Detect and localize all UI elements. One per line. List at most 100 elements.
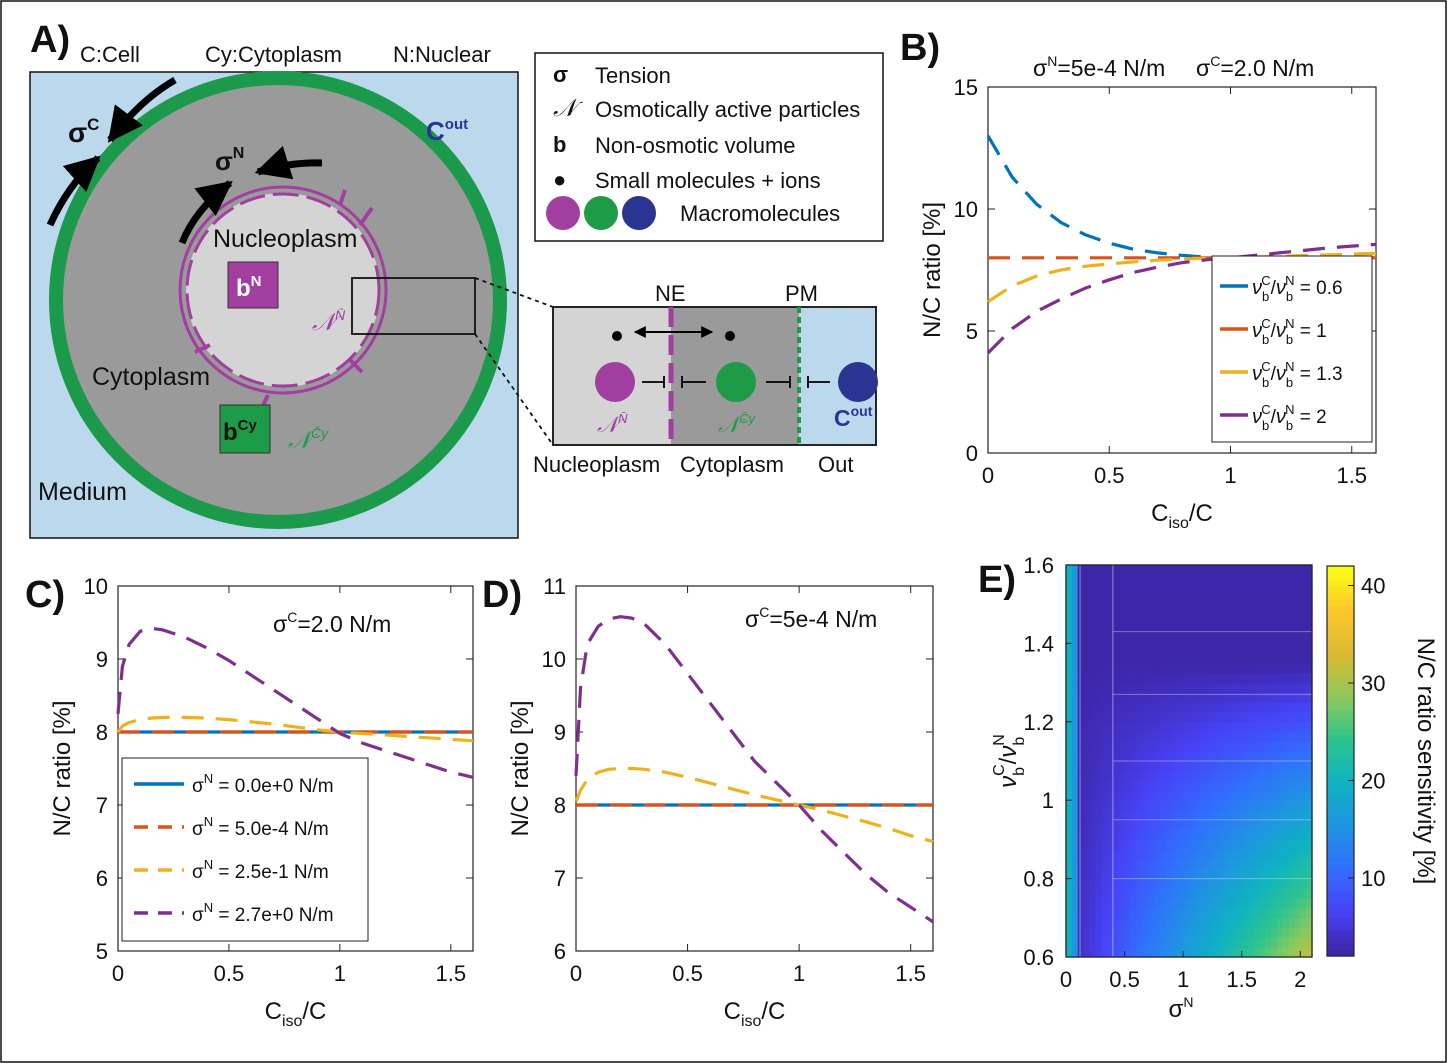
heatmap-cell [1136, 623, 1143, 635]
heatmap-cell [1071, 908, 1079, 919]
heatmap-cell [1130, 868, 1137, 880]
heatmap-cell [1241, 839, 1249, 850]
heatmap-cell [1276, 702, 1284, 713]
heatmap-cell [1165, 761, 1173, 772]
heatmap-cell [1194, 888, 1202, 899]
heatmap-cell [1206, 614, 1214, 625]
heatmap-cell [1282, 888, 1290, 899]
heatmap-cell [1189, 917, 1196, 929]
heatmap-cell [1112, 741, 1120, 752]
heatmap-cell [1206, 712, 1214, 723]
x-tick-label: 2 [1294, 967, 1306, 992]
heatmap-cell [1306, 761, 1312, 772]
heatmap-cell [1259, 731, 1266, 742]
heatmap-cell [1265, 594, 1272, 605]
heatmap-cell [1218, 908, 1225, 919]
heatmap-cell [1095, 614, 1102, 625]
heatmap-cell [1194, 604, 1202, 615]
heatmap-cell [1112, 839, 1120, 850]
heatmap-cell [1077, 937, 1085, 948]
pm-label: PM [785, 281, 818, 306]
heatmap-cell [1230, 839, 1237, 850]
heatmap-cell [1089, 692, 1096, 703]
heatmap-cell [1159, 604, 1167, 615]
heatmap-cell [1153, 819, 1161, 831]
heatmap-cell [1112, 623, 1120, 635]
heatmap-cell [1212, 888, 1219, 899]
heatmap-cell [1159, 937, 1167, 948]
heatmap-cell [1253, 761, 1260, 772]
heatmap-cell [1224, 731, 1231, 742]
heatmap-cell [1153, 839, 1161, 850]
heatmap-cell [1183, 819, 1190, 831]
heatmap-cell [1212, 702, 1219, 713]
heatmap-cell [1177, 692, 1184, 703]
heatmap-cell [1200, 741, 1208, 752]
heatmap-cell [1200, 898, 1208, 909]
heatmap-cell [1159, 594, 1167, 605]
heatmap-cell [1282, 584, 1290, 595]
heatmap-cell [1165, 829, 1173, 840]
heatmap-cell [1230, 633, 1237, 644]
heatmap-cell [1177, 810, 1184, 821]
heatmap-cell [1253, 819, 1260, 831]
heatmap-cell [1189, 663, 1196, 674]
heatmap-cell [1153, 780, 1161, 791]
heatmap-cell [1218, 898, 1225, 909]
colorbar-step [1327, 839, 1354, 847]
heatmap-cell [1077, 643, 1085, 654]
heatmap-cell [1282, 614, 1290, 625]
colorbar-border [1326, 565, 1355, 957]
heatmap-cell [1200, 908, 1208, 919]
heatmap-cell [1171, 643, 1178, 654]
heatmap-cell [1165, 623, 1173, 635]
colorbar-step [1327, 598, 1354, 606]
heatmap-cell [1288, 741, 1296, 752]
heatmap-cell [1124, 574, 1132, 586]
heatmap-cell [1153, 604, 1161, 615]
heatmap-cell [1271, 574, 1278, 586]
heatmap-cell [1235, 868, 1243, 880]
heatmap-cell [1230, 937, 1237, 948]
heatmap-cell [1177, 604, 1184, 615]
heatmap-cell [1183, 859, 1190, 870]
heatmap-cell [1189, 849, 1196, 860]
heatmap-cell [1247, 692, 1255, 703]
heatmap-cell [1118, 751, 1126, 762]
heatmap-cell [1101, 800, 1108, 811]
heatmap-cell [1136, 810, 1143, 821]
heatmap-cell [1206, 623, 1214, 635]
heatmap-cell [1077, 859, 1085, 870]
heatmap-cell [1224, 623, 1231, 635]
colorbar-step [1327, 585, 1354, 593]
heatmap-cell [1101, 672, 1108, 684]
heatmap-cell [1218, 594, 1225, 605]
colorbar-step [1327, 728, 1354, 736]
heatmap-cell [1066, 623, 1073, 635]
heatmap-cell [1259, 927, 1266, 938]
y-tick-label: 6 [96, 866, 108, 891]
chart-title-part-0: σC=2.0 N/m [273, 609, 391, 637]
heatmap-cell [1177, 849, 1184, 860]
heatmap-cell [1066, 908, 1073, 919]
heatmap-cell [1300, 751, 1307, 762]
heatmap-cell [1288, 692, 1296, 703]
heatmap-cell [1300, 849, 1307, 860]
heatmap-cell [1066, 643, 1073, 654]
heatmap-cell [1230, 810, 1237, 821]
heatmap-cell [1118, 908, 1126, 919]
heatmap-cell [1171, 800, 1178, 811]
heatmap-cell [1276, 682, 1284, 693]
heatmap-cell [1288, 917, 1296, 929]
heatmap-cell [1282, 751, 1290, 762]
heatmap-cell [1276, 584, 1284, 595]
heatmap-cell [1130, 819, 1137, 831]
heatmap-cell [1101, 584, 1108, 595]
heatmap-cell [1159, 780, 1167, 791]
heatmap-cell [1118, 574, 1126, 586]
heatmap-cell [1253, 878, 1260, 889]
heatmap-cell [1259, 790, 1266, 801]
heatmap-cell [1189, 868, 1196, 880]
colorbar-step [1327, 637, 1354, 645]
